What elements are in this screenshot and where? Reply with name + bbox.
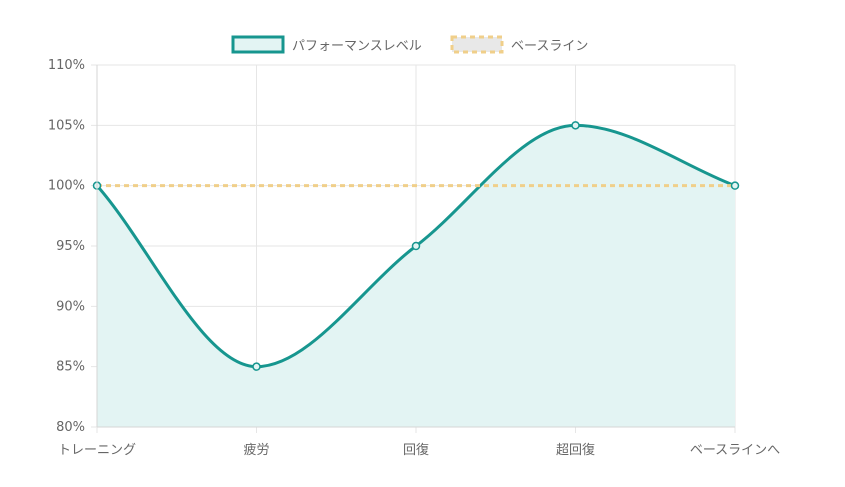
x-tick-label: ベースラインへ: [690, 443, 780, 458]
legend-swatch-performance: [231, 35, 285, 54]
y-tick-label: 105%: [48, 118, 85, 133]
data-point[interactable]: [411, 241, 421, 251]
legend-label-baseline: ベースライン: [511, 39, 588, 54]
y-tick-label: 95%: [56, 239, 85, 254]
data-point[interactable]: [730, 181, 740, 190]
legend-item-performance[interactable]: パフォーマンスレベル: [231, 35, 422, 54]
legend-swatch-baseline: [450, 35, 504, 54]
data-point[interactable]: [571, 121, 580, 130]
series-area-performance: [97, 125, 735, 427]
legend[interactable]: パフォーマンスレベル ベースライン: [231, 35, 588, 54]
legend-label-performance: パフォーマンスレベル: [292, 39, 422, 54]
y-tick-label: 110%: [48, 58, 85, 73]
area-layer: [97, 125, 735, 427]
x-tick-label: 超回復: [556, 442, 595, 458]
x-tick-label: 回復: [403, 442, 429, 458]
series-line-performance: [95, 123, 736, 369]
y-tick-label: 85%: [56, 360, 85, 375]
y-tick-label: 90%: [56, 299, 85, 314]
y-tick-label: 80%: [56, 420, 85, 435]
data-point[interactable]: [252, 362, 261, 371]
y-tick-label: 100%: [48, 179, 85, 194]
axis-layer: 80% 85% 90% 95% 100% 105% 110% トレーニング 疲労 回復 超回復 ベース…: [48, 58, 780, 458]
legend-item-baseline[interactable]: ベースライン: [450, 35, 588, 54]
x-tick-label: 疲労: [243, 442, 269, 458]
line-layer: [95, 123, 736, 369]
x-tick-label: トレーニング: [58, 443, 136, 458]
